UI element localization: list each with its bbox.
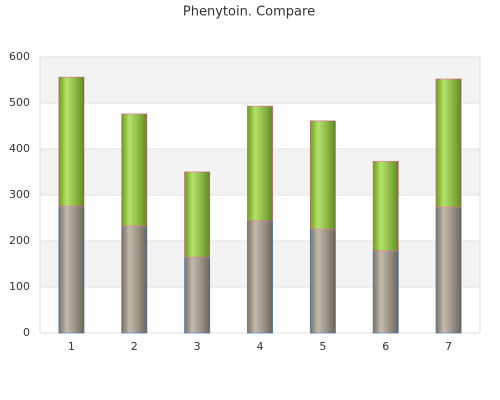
y-tick-label: 0: [23, 326, 30, 339]
x-tick-label: 2: [131, 340, 138, 353]
x-tick-label: 4: [257, 340, 264, 353]
y-tick-label: 500: [9, 96, 30, 109]
bar-shine: [436, 79, 462, 207]
bar-shine: [184, 257, 210, 333]
y-tick-label: 400: [9, 142, 30, 155]
bar-shine: [58, 77, 84, 207]
grid-band: [40, 57, 480, 103]
bar-shine: [184, 172, 210, 258]
y-tick-label: 200: [9, 234, 30, 247]
x-tick-label: 3: [194, 340, 201, 353]
bar-shine: [121, 225, 147, 333]
bar-shine: [373, 161, 399, 251]
x-tick-label: 6: [382, 340, 389, 353]
bar-shine: [310, 229, 336, 333]
x-tick-label: 7: [445, 340, 452, 353]
y-tick-label: 100: [9, 280, 30, 293]
bar-shine: [436, 206, 462, 333]
chart-title: Phenytoin. Compare: [183, 5, 315, 20]
bar-shine: [247, 106, 273, 221]
x-tick-label: 5: [319, 340, 326, 353]
x-tick-label: 1: [68, 340, 75, 353]
y-tick-label: 600: [9, 50, 30, 63]
bar-shine: [247, 220, 273, 333]
bar-shine: [121, 114, 147, 226]
y-tick-label: 300: [9, 188, 30, 201]
bar-shine: [58, 206, 84, 333]
bar-shine: [373, 250, 399, 333]
bar-shine: [310, 120, 336, 230]
